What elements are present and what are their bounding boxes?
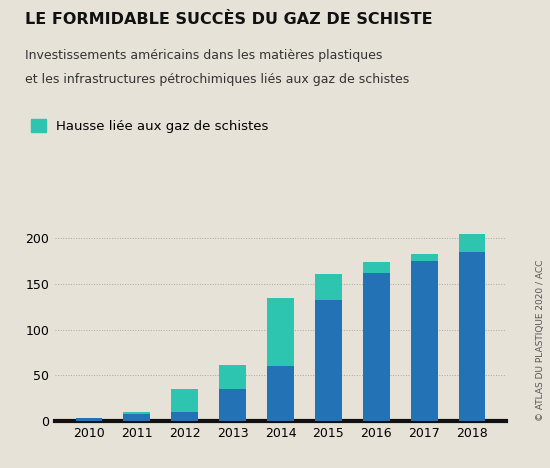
Bar [219, 365, 246, 389]
Bar [411, 254, 438, 261]
Bar [219, 389, 246, 421]
Bar [123, 412, 150, 414]
Legend: Hausse liée aux gaz de schistes: Hausse liée aux gaz de schistes [31, 119, 269, 133]
Text: Investissements américains dans les matières plastiques: Investissements américains dans les mati… [25, 49, 382, 62]
Bar [459, 234, 486, 252]
Bar [172, 412, 198, 421]
Bar [75, 417, 102, 421]
Bar [459, 252, 486, 421]
Bar [363, 273, 389, 421]
Bar [315, 300, 342, 421]
Bar [123, 414, 150, 421]
Bar [172, 389, 198, 412]
Text: © ATLAS DU PLASTIQUE 2020 / ACC: © ATLAS DU PLASTIQUE 2020 / ACC [536, 260, 544, 421]
Bar [411, 261, 438, 421]
Text: et les infrastructures pétrochimiques liés aux gaz de schistes: et les infrastructures pétrochimiques li… [25, 73, 409, 86]
Text: LE FORMIDABLE SUCCÈS DU GAZ DE SCHISTE: LE FORMIDABLE SUCCÈS DU GAZ DE SCHISTE [25, 12, 432, 27]
Bar [315, 274, 342, 300]
Bar [267, 298, 294, 366]
Bar [363, 262, 389, 273]
Bar [267, 366, 294, 421]
